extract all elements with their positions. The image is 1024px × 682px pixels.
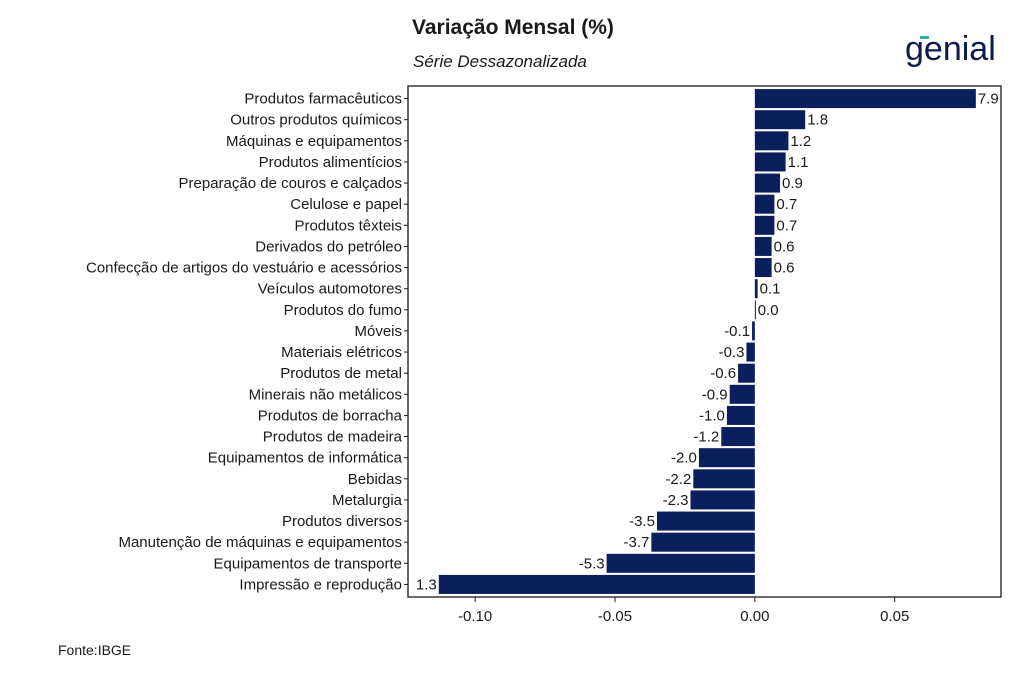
data-label: 1.1 [788, 154, 809, 171]
data-label: 0.7 [776, 217, 797, 234]
bar [754, 131, 789, 151]
category-label: Preparação de couros e calçados [179, 175, 402, 192]
data-label: 0.6 [774, 260, 795, 277]
bar [754, 215, 775, 235]
data-label: 0.9 [782, 175, 803, 192]
data-label: -2.0 [671, 450, 697, 467]
category-label: Produtos de madeira [263, 429, 403, 446]
bar [754, 279, 758, 299]
category-label: Metalurgia [332, 492, 403, 509]
bar [698, 448, 755, 468]
bar [656, 511, 755, 531]
bar [752, 321, 755, 341]
category-label: Impressão e reprodução [239, 576, 402, 593]
data-label: 1.8 [807, 112, 828, 129]
bar [729, 384, 755, 404]
category-label: Produtos alimentícios [259, 154, 402, 171]
data-label: -5.3 [579, 555, 605, 572]
data-label: 0.6 [774, 238, 795, 255]
data-label: -1.0 [699, 407, 725, 424]
data-label: 0.0 [758, 302, 779, 319]
labels-layer: Produtos farmacêuticos 7.9 Outros produtos… [86, 91, 999, 594]
data-label: 7.9 [978, 91, 999, 108]
category-label: Equipamentos de transporte [214, 555, 402, 572]
data-label: -1.2 [693, 429, 719, 446]
bar [438, 574, 755, 594]
bar [693, 469, 755, 489]
x-tick-label: 0.05 [880, 608, 909, 625]
category-label: Equipamentos de informática [208, 450, 403, 467]
data-label: -2.2 [665, 471, 691, 488]
x-tick-label: -0.05 [598, 608, 632, 625]
bar [754, 300, 756, 320]
category-label: Produtos do fumo [284, 302, 402, 319]
bar [754, 236, 772, 256]
bar [746, 342, 755, 362]
category-label: Materiais elétricos [281, 344, 402, 361]
category-label: Produtos farmacêuticos [244, 91, 402, 108]
bar [690, 490, 755, 510]
data-label: -0.6 [710, 365, 736, 382]
category-label: Derivados do petróleo [255, 238, 402, 255]
bar [754, 110, 806, 130]
bar [754, 89, 976, 109]
x-tick-label: 0.00 [740, 608, 769, 625]
category-label: Móveis [354, 323, 402, 340]
data-label: -2.3 [663, 492, 689, 509]
bar [738, 363, 755, 383]
axis-layer: -0.10 -0.05 0.00 0.05 [404, 85, 1002, 625]
bar [754, 194, 775, 214]
bar [754, 152, 786, 172]
source-note: Fonte:IBGE [58, 642, 132, 658]
category-label: Produtos têxteis [294, 217, 402, 234]
bar [606, 553, 755, 573]
data-label: -0.1 [724, 323, 750, 340]
category-label: Produtos de borracha [258, 407, 403, 424]
logo-accent-mark [920, 36, 929, 39]
data-label: -3.7 [623, 534, 649, 551]
data-label: -3.5 [629, 513, 655, 530]
data-label: 0.1 [760, 281, 781, 298]
category-label: Produtos diversos [282, 513, 402, 530]
category-label: Veículos automotores [258, 281, 402, 298]
bar [754, 173, 781, 193]
x-tick-label: -0.10 [458, 608, 492, 625]
bar [726, 405, 755, 425]
category-label: Manutenção de máquinas e equipamentos [118, 534, 402, 551]
data-label: 0.7 [776, 196, 797, 213]
category-label: Minerais não metálicos [249, 386, 402, 403]
category-label: Outros produtos químicos [230, 112, 402, 129]
data-label: -0.3 [719, 344, 745, 361]
data-label: -0.9 [702, 386, 728, 403]
data-label: 1.2 [790, 133, 811, 150]
category-label: Bebidas [348, 471, 402, 488]
chart-title: Variação Mensal (%) [412, 16, 614, 39]
plot-frame [407, 85, 1002, 598]
bar [754, 258, 772, 278]
category-label: Produtos de metal [280, 365, 402, 382]
chart-subtitle: Série Dessazonalizada [413, 52, 587, 71]
data-label: 1.3 [416, 576, 437, 593]
bar [721, 427, 755, 447]
category-label: Máquinas e equipamentos [226, 133, 402, 150]
category-label: Celulose e papel [290, 196, 402, 213]
category-label: Confecção de artigos do vestuário e aces… [86, 260, 402, 277]
bar [651, 532, 755, 552]
bars-layer [438, 89, 976, 594]
